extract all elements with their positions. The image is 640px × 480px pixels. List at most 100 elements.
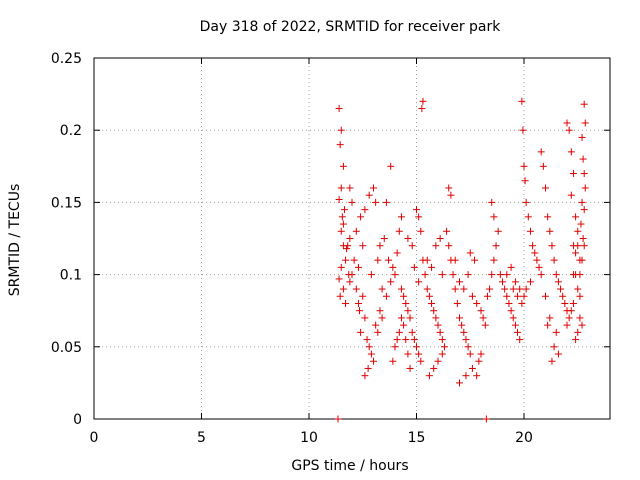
data-point xyxy=(542,292,549,300)
grid xyxy=(94,58,610,419)
data-point xyxy=(337,126,345,134)
data-point xyxy=(554,350,562,358)
data-point xyxy=(370,184,377,192)
data-point xyxy=(580,170,588,178)
data-point xyxy=(406,364,414,372)
data-point xyxy=(494,227,502,235)
data-point xyxy=(574,227,582,235)
data-point xyxy=(578,198,586,206)
data-point xyxy=(572,249,580,257)
data-point xyxy=(477,307,485,315)
data-point xyxy=(415,350,423,358)
data-point xyxy=(382,198,390,206)
x-axis-label: GPS time / hours xyxy=(291,458,408,474)
data-point xyxy=(397,285,405,293)
data-point xyxy=(380,235,388,242)
data-point xyxy=(417,227,425,235)
data-point xyxy=(374,256,382,264)
y-tick-label: 0.15 xyxy=(51,195,82,211)
data-point xyxy=(520,292,528,300)
data-point xyxy=(464,271,472,279)
data-point xyxy=(529,242,537,250)
data-point xyxy=(423,256,431,264)
data-point xyxy=(567,148,575,156)
data-point xyxy=(537,148,545,156)
data-point xyxy=(389,263,397,271)
data-point xyxy=(378,314,386,322)
data-point xyxy=(522,198,530,206)
data-point xyxy=(410,336,418,344)
data-point xyxy=(464,343,472,351)
data-point xyxy=(415,278,423,286)
data-point xyxy=(511,278,519,286)
data-point xyxy=(335,105,343,113)
data-point xyxy=(546,314,554,322)
data-point xyxy=(447,191,455,199)
data-point xyxy=(395,328,403,336)
data-point xyxy=(501,285,509,293)
data-point xyxy=(335,275,343,283)
data-point xyxy=(490,256,498,264)
data-point xyxy=(569,299,577,307)
data-point xyxy=(569,170,577,178)
chart-title: Day 318 of 2022, SRMTID for receiver par… xyxy=(200,19,502,35)
data-point xyxy=(363,336,371,344)
x-tick-label: 20 xyxy=(515,430,533,446)
data-point xyxy=(542,184,549,192)
data-point xyxy=(410,263,418,271)
y-tick-label: 0.2 xyxy=(60,123,82,139)
data-point xyxy=(352,227,360,235)
data-point xyxy=(365,343,373,351)
data-point xyxy=(402,299,410,307)
data-point xyxy=(434,321,442,329)
data-point xyxy=(346,278,354,286)
data-point xyxy=(432,242,440,250)
data-point xyxy=(372,198,380,206)
data-point xyxy=(522,285,530,293)
data-point xyxy=(477,350,485,358)
data-point xyxy=(468,292,476,300)
data-point xyxy=(567,307,575,315)
data-point xyxy=(507,263,515,271)
data-point xyxy=(580,206,588,214)
axis-ticks: 0 5 10 15 20 0 0.05 0.1 0.15 0.2 0.25 xyxy=(51,51,610,446)
data-point xyxy=(462,336,470,344)
data-point xyxy=(395,227,403,235)
data-point xyxy=(565,314,573,322)
data-point xyxy=(445,242,453,250)
data-point xyxy=(348,271,356,279)
data-point xyxy=(338,213,346,221)
data-point xyxy=(430,307,438,315)
data-point xyxy=(499,278,506,286)
y-tick-label: 0 xyxy=(73,412,82,428)
data-point xyxy=(488,271,496,279)
data-point xyxy=(438,350,446,358)
data-point xyxy=(364,364,372,372)
data-point xyxy=(511,321,519,329)
data-point xyxy=(524,213,532,221)
data-point xyxy=(374,328,382,336)
data-point xyxy=(490,213,498,221)
data-point xyxy=(458,321,466,329)
data-point xyxy=(563,119,571,127)
data-point xyxy=(519,126,527,134)
data-point xyxy=(456,278,463,286)
data-point xyxy=(400,292,408,300)
data-point xyxy=(346,184,354,192)
data-point xyxy=(576,292,584,300)
data-point xyxy=(451,285,459,293)
data-point xyxy=(514,292,522,300)
data-point xyxy=(430,364,438,372)
data-point xyxy=(507,307,515,315)
data-point xyxy=(473,372,481,380)
data-point xyxy=(526,227,534,235)
data-point xyxy=(336,141,344,149)
data-point xyxy=(406,314,414,322)
data-point xyxy=(550,343,558,351)
data-point xyxy=(574,328,582,336)
data-point xyxy=(578,321,586,329)
data-point xyxy=(572,336,580,344)
data-point xyxy=(561,299,569,307)
data-point xyxy=(451,256,459,264)
data-point xyxy=(436,328,444,336)
